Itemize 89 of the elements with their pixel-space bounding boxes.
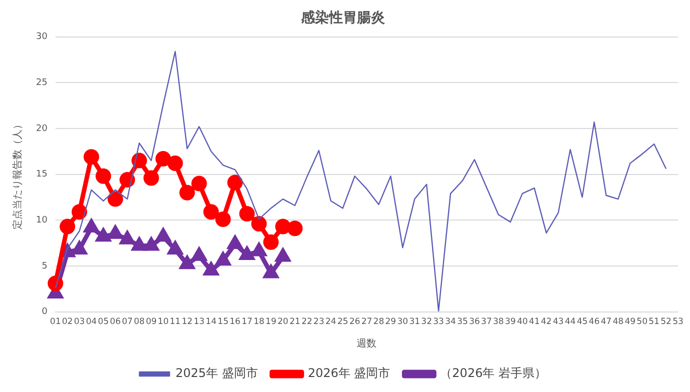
x-tick-label: 49 (624, 317, 636, 328)
x-tick-label: 23 (313, 317, 324, 328)
point (191, 176, 207, 192)
x-tick-label: 10 (158, 317, 169, 328)
x-tick-label: 18 (254, 317, 264, 328)
y-tick-label: 20 (36, 124, 48, 134)
x-tick-label: 45 (576, 317, 588, 328)
legend-label: 2025年 盛岡市 (175, 366, 258, 380)
x-tick-label: 06 (110, 317, 121, 328)
x-tick-label: 19 (266, 317, 276, 328)
x-tick-label: 11 (170, 317, 181, 328)
x-tick-label: 46 (588, 317, 600, 328)
point (72, 204, 88, 220)
x-tick-label: 09 (146, 317, 157, 328)
chart-title: 感染性胃腸炎 (300, 9, 385, 26)
legend-label: （2026年 岩手県） (440, 366, 547, 380)
point (167, 156, 183, 172)
x-tick-label: 12 (182, 317, 193, 328)
x-tick-label: 40 (516, 317, 528, 328)
point (84, 149, 100, 165)
y-tick-label: 10 (36, 215, 48, 226)
point (132, 152, 148, 168)
point (96, 168, 112, 184)
x-tick-label: 22 (301, 317, 312, 328)
point (263, 234, 279, 250)
x-tick-label: 48 (612, 317, 624, 328)
x-tick-label: 20 (278, 317, 288, 328)
x-tick-label: 34 (445, 317, 456, 328)
x-tick-label: 07 (122, 317, 133, 328)
x-tick-label: 50 (636, 317, 648, 328)
point (179, 184, 195, 200)
x-tick-label: 08 (134, 317, 145, 328)
x-tick-label: 14 (206, 317, 217, 328)
y-tick-label: 15 (36, 170, 48, 180)
x-tick-label: 33 (433, 317, 444, 328)
y-axis-title: 定点当たり報告数（人） (12, 119, 24, 230)
x-tick-label: 13 (194, 317, 205, 328)
x-tick-label: 42 (540, 317, 552, 328)
point (155, 150, 171, 166)
x-tick-label: 03 (74, 317, 85, 328)
point (96, 228, 110, 242)
point (180, 256, 194, 270)
x-tick-label: 25 (337, 317, 348, 328)
x-tick-label: 29 (385, 317, 396, 328)
x-tick-label: 30 (397, 317, 408, 328)
x-tick-label: 44 (564, 317, 576, 328)
y-tick-label: 5 (42, 261, 48, 272)
x-tick-label: 24 (325, 317, 336, 328)
x-tick-label: 35 (457, 317, 468, 328)
point (156, 228, 170, 242)
x-tick-label: 47 (600, 317, 612, 328)
legend-label: 2026年 盛岡市 (308, 366, 390, 380)
x-tick-label: 26 (349, 317, 360, 328)
x-tick-label: 01 (50, 317, 61, 328)
x-tick-label: 51 (648, 317, 660, 328)
point (239, 206, 255, 222)
x-tick-label: 53 (672, 317, 684, 328)
x-tick-label: 05 (98, 317, 109, 328)
point (108, 191, 124, 207)
x-tick-label: 17 (242, 317, 252, 328)
y-tick-label: 30 (36, 32, 48, 42)
point (275, 218, 291, 234)
point (143, 170, 159, 186)
x-tick-label: 27 (361, 317, 372, 328)
x-tick-label: 39 (504, 317, 516, 328)
point (227, 174, 243, 190)
point (251, 216, 267, 232)
x-tick-label: 36 (469, 317, 480, 328)
point (204, 262, 218, 276)
x-tick-label: 02 (62, 317, 73, 328)
x-tick-label: 43 (552, 317, 564, 328)
x-tick-label: 15 (218, 317, 228, 328)
x-tick-label: 32 (421, 317, 432, 328)
x-axis-title: 週数 (356, 338, 377, 350)
x-tick-label: 41 (528, 317, 540, 328)
x-tick-label: 21 (289, 317, 300, 328)
x-tick-label: 04 (86, 317, 97, 328)
y-tick-label: 25 (36, 78, 48, 88)
point (287, 220, 303, 236)
x-tick-label: 38 (493, 317, 504, 328)
y-tick-label: 0 (42, 307, 48, 318)
x-tick-label: 28 (373, 317, 384, 328)
point (215, 211, 231, 227)
x-tick-label: 16 (230, 317, 240, 328)
point (203, 204, 219, 220)
x-tick-label: 37 (481, 317, 492, 328)
point (60, 218, 76, 234)
x-tick-label: 31 (409, 317, 420, 328)
x-tick-label: 52 (660, 317, 672, 328)
